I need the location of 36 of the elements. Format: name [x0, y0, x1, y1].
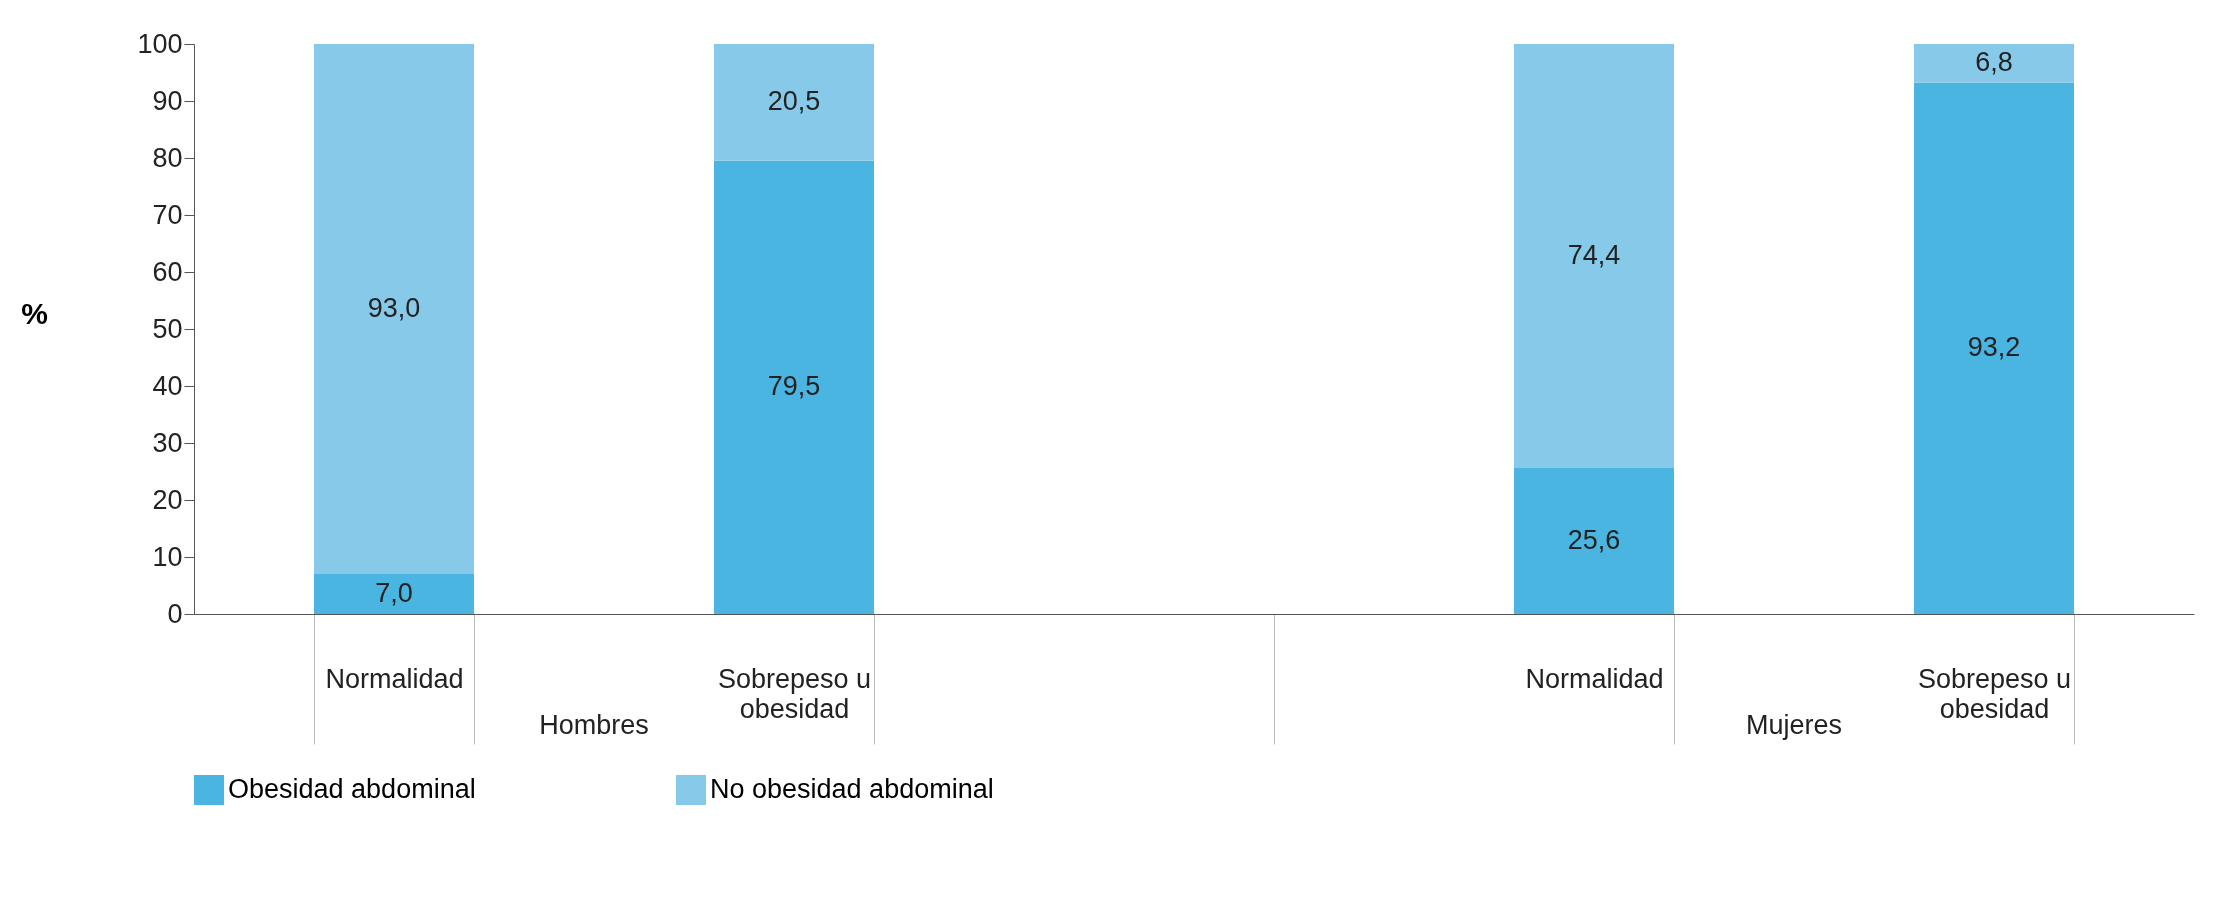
x-tick-label: Normalidad — [1525, 663, 1664, 694]
x-tick-label: Sobrepeso u obesidad — [1917, 663, 2072, 724]
x-tick-label: Sobrepeso u obesidad — [717, 663, 872, 724]
data-label: 79,5 — [767, 371, 821, 402]
y-tick-label: 10 — [152, 541, 183, 572]
y-tick-label: 100 — [137, 28, 183, 59]
y-tick-label: 50 — [152, 313, 183, 344]
text: Hombres — [539, 710, 649, 740]
bar — [1914, 82, 2074, 614]
data-label: 25,6 — [1567, 525, 1621, 556]
bar — [314, 574, 474, 614]
text: Mujeres — [1745, 710, 1843, 740]
bar — [1514, 44, 1674, 469]
y-tick-label: 70 — [152, 199, 183, 230]
y-tick-label: 30 — [152, 427, 183, 458]
legend-label: Obesidad abdominal — [228, 774, 476, 804]
y-tick-label: 60 — [152, 256, 183, 287]
y-axis-title: % — [21, 296, 48, 330]
y-tick-label: 80 — [152, 142, 183, 173]
bar — [314, 44, 474, 575]
y-tick-label: 20 — [152, 484, 183, 515]
data-label: 7,0 — [375, 578, 413, 609]
data-label: 93,2 — [1967, 332, 2021, 363]
data-label: 74,4 — [1567, 240, 1621, 271]
bar — [1514, 468, 1674, 614]
bar — [714, 44, 874, 161]
data-label: 6,8 — [1975, 47, 2013, 78]
y-tick-label: 40 — [152, 370, 183, 401]
data-label: 93,0 — [367, 293, 421, 324]
x-tick-label: Normalidad — [325, 663, 464, 694]
y-tick-label: 90 — [152, 85, 183, 116]
y-tick-label: 0 — [167, 598, 183, 629]
data-label: 20,5 — [767, 86, 821, 117]
bar — [714, 160, 874, 614]
legend-label: No obesidad abdominal — [710, 774, 994, 804]
bar — [1914, 44, 2074, 83]
